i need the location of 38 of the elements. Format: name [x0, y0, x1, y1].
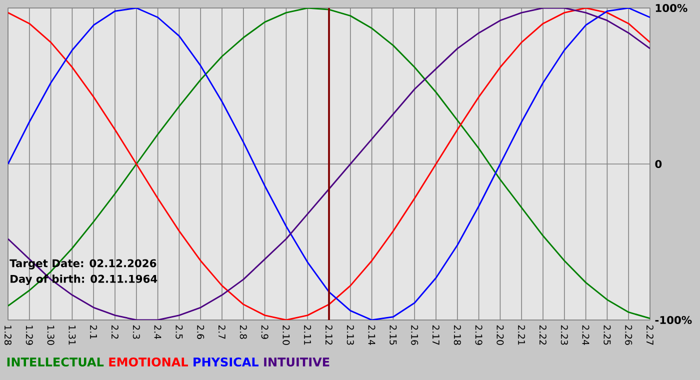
x-tick-label: 2.27 [646, 325, 654, 345]
x-tick-label: 2.20 [496, 325, 504, 345]
x-tick-label: 2.18 [454, 325, 461, 345]
y-tick-label: 100% [656, 4, 688, 12]
x-tick-label: 2.10 [282, 325, 290, 345]
x-tick-label: 1.31 [68, 326, 76, 345]
text: EMOTIONAL [109, 357, 188, 367]
x-tick-label: 1.29 [26, 326, 33, 345]
x-tick-label: 2.6 [197, 325, 204, 339]
x-tick-label: 2.17 [432, 325, 440, 345]
x-tick-label: 2.23 [560, 325, 568, 345]
x-tick-label: 2.7 [218, 325, 226, 339]
x-tick-label: 2.11 [304, 325, 312, 345]
x-tick-label: 2.8 [240, 325, 247, 339]
x-tick-label: 2.24 [582, 325, 590, 345]
text: INTELLECTUAL [7, 357, 104, 367]
x-tick-label: 2.2 [112, 325, 118, 339]
text: PHYSICAL [194, 357, 259, 367]
y-tick-label: -100% [655, 316, 692, 324]
x-tick-label: 2.9 [261, 325, 268, 339]
x-tick-label: 2.16 [411, 325, 418, 345]
x-tick-label: 2.25 [604, 325, 611, 345]
y-tick-label: 0 [655, 160, 662, 168]
x-tick-label: 2.3 [132, 325, 140, 339]
x-tick-label: 2.21 [518, 325, 526, 345]
x-tick-label: 2.12 [326, 325, 332, 345]
x-tick-label: 2.26 [625, 325, 632, 345]
x-tick-label: 1.30 [47, 326, 54, 345]
x-tick-label: 2.22 [540, 325, 546, 345]
x-tick-label: 2.13 [346, 325, 354, 345]
text: INTUITIVE [264, 358, 330, 367]
x-tick-label: 2.14 [368, 325, 376, 345]
x-tick-label: 2.5 [176, 325, 183, 339]
x-tick-label: 2.4 [154, 325, 162, 340]
x-tick-label: 1.28 [4, 326, 12, 345]
x-tick-label: 2.19 [475, 325, 482, 345]
x-tick-label: 2.15 [390, 325, 397, 345]
x-tick-label: 2.1 [90, 325, 98, 339]
